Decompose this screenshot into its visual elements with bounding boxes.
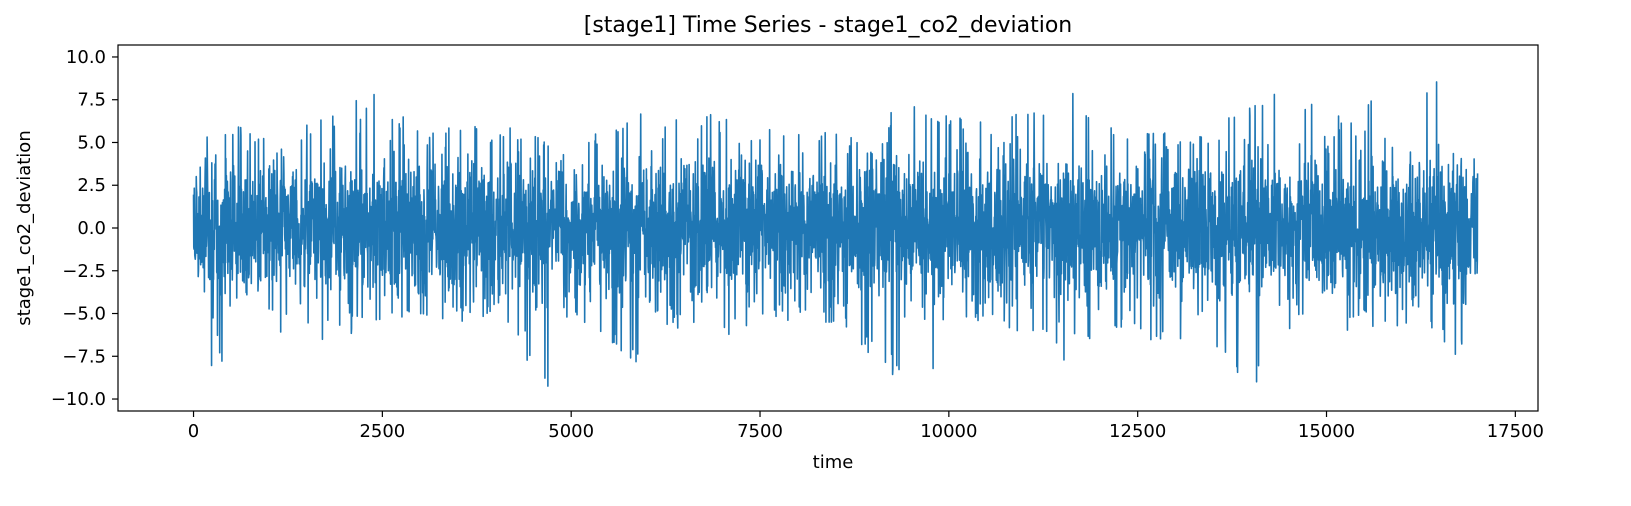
x-axis-title: time — [813, 452, 854, 473]
y-tick-label: 7.5 — [77, 90, 106, 111]
y-tick-label: 10.0 — [66, 47, 106, 68]
y-tick-label: −7.5 — [62, 346, 106, 367]
x-axis: 0 2500 5000 7500 10000 12500 15000 17500 — [188, 411, 1544, 442]
y-tick-label: 5.0 — [77, 132, 106, 153]
y-tick-label: −5.0 — [62, 304, 106, 325]
y-tick-label: −2.5 — [62, 261, 106, 282]
x-tick-label: 5000 — [548, 421, 594, 442]
x-tick-label: 7500 — [737, 421, 783, 442]
x-tick-label: 17500 — [1487, 421, 1544, 442]
series-layer — [192, 81, 1479, 387]
y-axis-title: stage1_co2_deviation — [14, 130, 35, 325]
y-tick-label: −10.0 — [51, 389, 106, 410]
y-axis: −10.0 −7.5 −5.0 −2.5 0.0 2.5 5.0 7.5 10.0 — [51, 47, 118, 410]
x-tick-label: 12500 — [1109, 421, 1166, 442]
y-tick-label: 0.0 — [77, 218, 106, 239]
y-tick-label: 2.5 — [77, 175, 106, 196]
x-tick-label: 10000 — [920, 421, 977, 442]
series-line — [192, 81, 1479, 387]
x-tick-label: 15000 — [1298, 421, 1355, 442]
chart-title: [stage1] Time Series - stage1_co2_deviat… — [584, 13, 1073, 38]
x-tick-label: 2500 — [359, 421, 405, 442]
x-tick-label: 0 — [188, 421, 199, 442]
